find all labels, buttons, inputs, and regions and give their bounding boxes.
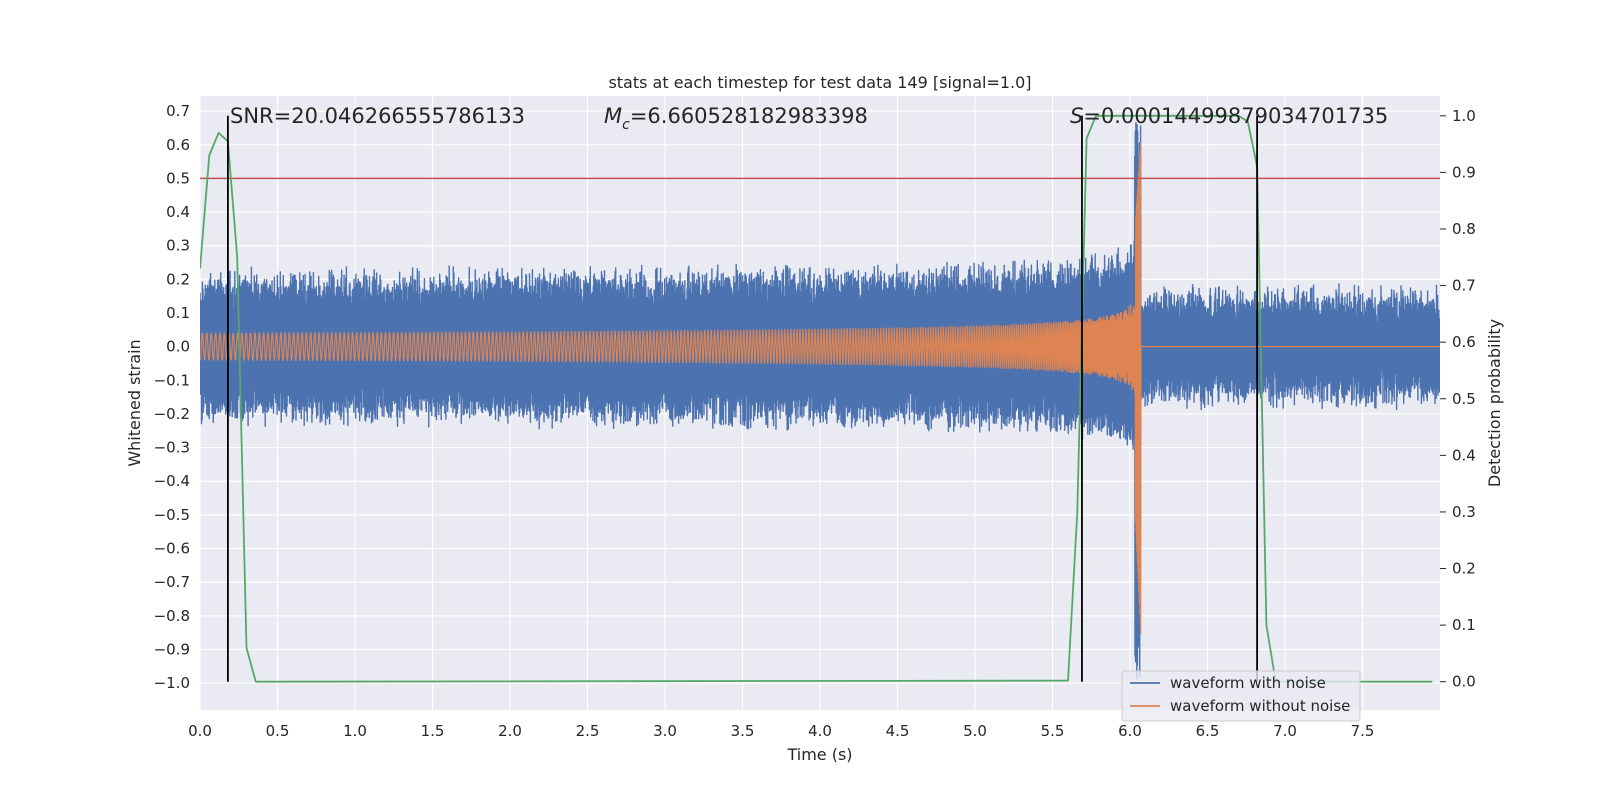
x-tick-label: 2.5 — [576, 722, 600, 740]
x-tick-label: 3.0 — [653, 722, 677, 740]
s-annotation: S=0.00014499879034701735 — [1070, 104, 1388, 128]
y2-tick-label: 0.5 — [1452, 390, 1476, 408]
x-axis-label: Time (s) — [786, 745, 852, 764]
x-tick-label: 2.0 — [498, 722, 522, 740]
series-line-detection-probability — [200, 114, 1433, 683]
y2-tick-label: 0.6 — [1452, 333, 1476, 351]
y-tick-label: −0.1 — [154, 371, 190, 389]
y2-tick-label: 0.0 — [1452, 673, 1476, 691]
x-tick-label: 5.5 — [1041, 722, 1065, 740]
y-axis-label: Whitened strain — [125, 339, 144, 466]
y2-tick-label: 0.4 — [1452, 446, 1476, 464]
y-tick-label: −0.8 — [154, 607, 190, 625]
y-tick-label: −0.4 — [154, 472, 190, 490]
vertical-markers — [226, 115, 1258, 682]
y-axis-ticks: 0.7 0.6 0.5 0.4 0.3 0.2 0.1 0.0 −0.1 −0.2 −0.3 −0.4… — [154, 102, 190, 692]
y-tick-label: 0.6 — [166, 136, 190, 154]
y-tick-label: −0.5 — [154, 506, 190, 524]
y2-axis-ticks: 1.0 0.9 0.8 0.7 0.6 0.5 0.4 0.3 0.2 0.1 0.0 — [1440, 107, 1476, 691]
x-tick-label: 6.5 — [1196, 722, 1220, 740]
series-line-waveform-without-noise — [200, 143, 1440, 634]
s-symbol: S — [1070, 104, 1083, 128]
y-tick-label: 0.5 — [166, 169, 190, 187]
x-tick-label: 4.5 — [886, 722, 910, 740]
y-tick-label: −0.2 — [154, 405, 190, 423]
legend: waveform with noise waveform without noi… — [1121, 670, 1361, 722]
y2-tick-label: 0.2 — [1452, 560, 1476, 578]
y2-axis-label: Detection probability — [1485, 319, 1504, 487]
y-tick-label: −0.3 — [154, 439, 190, 457]
y2-tick-label: 0.8 — [1452, 220, 1476, 238]
x-tick-label: 0.0 — [188, 722, 212, 740]
chart-title: stats at each timestep for test data 149… — [608, 73, 1031, 92]
x-tick-label: 5.0 — [963, 722, 987, 740]
mc-subscript: c — [622, 117, 630, 133]
legend-label-waveform-without-noise: waveform without noise — [1170, 697, 1350, 715]
x-tick-label: 7.0 — [1273, 722, 1297, 740]
s-value: =0.00014499879034701735 — [1083, 104, 1388, 128]
x-tick-label: 6.0 — [1118, 722, 1142, 740]
x-tick-label: 7.5 — [1351, 722, 1375, 740]
x-axis-ticks: 0.0 0.5 1.0 1.5 2.0 2.5 3.0 3.5 4.0 4.5 5.0 5.5 6.0 6… — [188, 722, 1374, 740]
snr-annotation: SNR=20.046266555786133 — [230, 104, 525, 128]
y-tick-label: −0.9 — [154, 640, 190, 658]
x-tick-label: 1.0 — [343, 722, 367, 740]
mc-symbol: M — [604, 104, 622, 128]
x-tick-label: 3.5 — [731, 722, 755, 740]
y2-tick-label: 1.0 — [1452, 107, 1476, 125]
series-layer — [200, 114, 1440, 683]
y-tick-label: 0.1 — [166, 304, 190, 322]
x-tick-label: 4.0 — [808, 722, 832, 740]
y-tick-label: −0.7 — [154, 573, 190, 591]
y2-tick-label: 0.7 — [1452, 277, 1476, 295]
x-tick-label: 1.5 — [421, 722, 445, 740]
legend-label-waveform-with-noise: waveform with noise — [1170, 674, 1326, 692]
series-line-waveform-with-noise — [200, 122, 1440, 680]
mc-annotation: Mc=6.660528182983398 — [604, 104, 868, 133]
y2-tick-label: 0.9 — [1452, 163, 1476, 181]
y-tick-label: −0.6 — [154, 540, 190, 558]
y-tick-label: 0.7 — [166, 102, 190, 120]
y-tick-label: 0.4 — [166, 203, 190, 221]
mc-value: =6.660528182983398 — [630, 104, 868, 128]
y2-tick-label: 0.1 — [1452, 616, 1476, 634]
y-tick-label: 0.2 — [166, 270, 190, 288]
y-tick-label: −1.0 — [154, 674, 190, 692]
y-tick-label: 0.0 — [166, 338, 190, 356]
legend-box — [1121, 670, 1361, 722]
y2-tick-label: 0.3 — [1452, 503, 1476, 521]
y-tick-label: 0.3 — [166, 237, 190, 255]
x-tick-label: 0.5 — [266, 722, 290, 740]
